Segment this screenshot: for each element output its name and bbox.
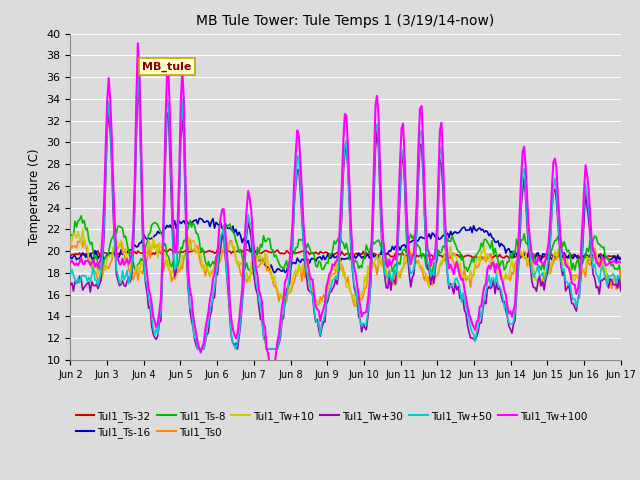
Legend: Tul1_Ts-32, Tul1_Ts-16, Tul1_Ts-8, Tul1_Ts0, Tul1_Tw+10, Tul1_Tw+30, Tul1_Tw+50,: Tul1_Ts-32, Tul1_Ts-16, Tul1_Ts-8, Tul1_…	[76, 411, 588, 438]
Text: MB_tule: MB_tule	[142, 61, 191, 72]
Title: MB Tule Tower: Tule Temps 1 (3/19/14-now): MB Tule Tower: Tule Temps 1 (3/19/14-now…	[196, 14, 495, 28]
Y-axis label: Temperature (C): Temperature (C)	[28, 148, 41, 245]
